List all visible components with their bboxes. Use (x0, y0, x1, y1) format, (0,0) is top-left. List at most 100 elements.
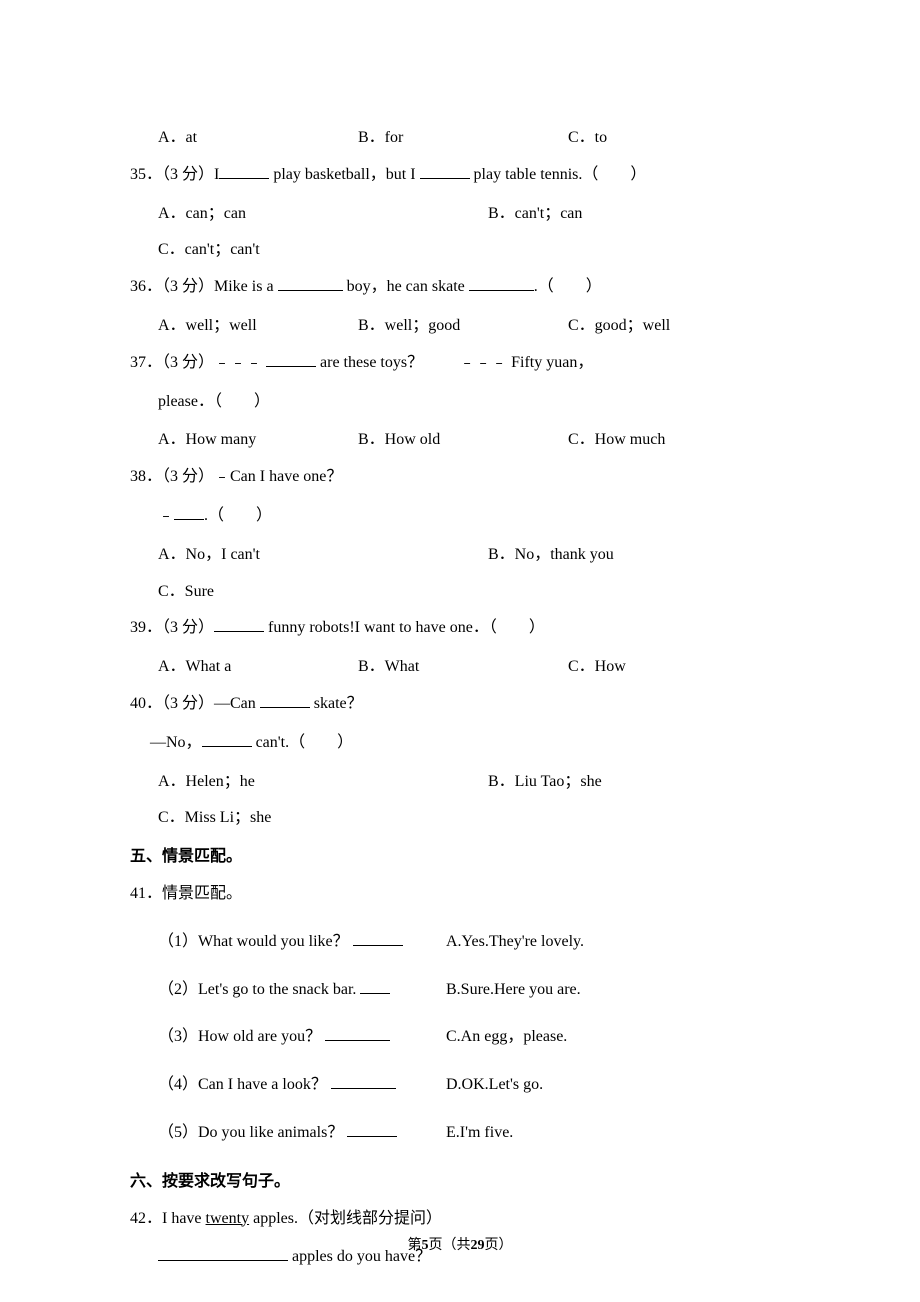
q39-opt-b: B．What (358, 649, 568, 686)
blank (469, 290, 534, 291)
q35-mid1: play basketball，but I (269, 166, 419, 183)
q40-opt-a: A．Helen；he (158, 764, 488, 801)
answer-paren: （ ） (214, 393, 270, 410)
q40-opt-b: B．Liu Tao；she (488, 764, 768, 801)
q40-options-row1: A．Helen；he B．Liu Tao；she (130, 764, 790, 801)
q37-stem-line1: 37．（3 分）﹣﹣﹣ are these toys？ ﹣﹣﹣ Fifty yu… (130, 345, 790, 382)
blank (219, 178, 269, 179)
footer-mid: 页（共 (429, 1238, 471, 1253)
q37-line2: please． (158, 393, 214, 410)
q37-stem-line2: please．（ ） (130, 384, 790, 421)
q41-row-2: （2）Let's go to the snack bar. B.Sure.Her… (130, 972, 790, 1009)
q36-opt-c: C．good；well (568, 308, 768, 345)
q34-opt-a: A．at (158, 120, 358, 157)
q38-line2-pre: ﹣ (158, 507, 174, 524)
q34-options: A．at B．for C．to (130, 120, 790, 157)
section-5-title: 五、情景匹配。 (130, 839, 790, 876)
q38-stem-line2: ﹣.（ ） (130, 498, 790, 535)
q37-options: A．How many B．How old C．How much (130, 422, 790, 459)
q41-r3-left: （3）How old are you？ (158, 1028, 321, 1045)
q38-options-row1: A．No，I can't B．No，thank you (130, 537, 790, 574)
blank (202, 746, 252, 747)
q37-prefix: 37．（3 分）﹣﹣﹣ (130, 354, 266, 371)
q39-options: A．What a B．What C．How (130, 649, 790, 686)
q39-prefix: 39．（3 分） (130, 619, 214, 636)
q36-stem: 36．（3 分）Mike is a boy，he can skate .（ ） (130, 269, 790, 306)
q41-r1-left: （1）What would you like？ (158, 933, 349, 950)
footer-post: 页） (485, 1238, 513, 1253)
q38-opt-b: B．No，thank you (488, 537, 768, 574)
blank (260, 707, 310, 708)
blank (325, 1040, 390, 1041)
q35-stem: 35．（3 分）I play basketball，but I play tab… (130, 157, 790, 194)
blank (347, 1136, 397, 1137)
blank (266, 366, 316, 367)
q35-options-row2: C．can't；can't (130, 232, 790, 269)
q41-r3-right: C.An egg，please. (446, 1019, 567, 1056)
answer-paren: （ ） (538, 278, 602, 295)
q38-opt-c: C．Sure (158, 574, 790, 611)
q38-stem-line1: 38．（3 分）﹣Can I have one？ (130, 459, 790, 496)
page-current: 5 (422, 1238, 429, 1253)
blank (158, 1260, 288, 1261)
blank (331, 1088, 396, 1089)
q42-line1: 42．I have twenty apples.（对划线部分提问） (130, 1201, 790, 1238)
q41-row-4: （4）Can I have a look？ D.OK.Let's go. (130, 1067, 790, 1104)
q41-r4-left: （4）Can I have a look？ (158, 1076, 327, 1093)
q39-opt-a: A．What a (158, 649, 358, 686)
q41-title: 41．情景匹配。 (130, 876, 790, 913)
q36-options: A．well；well B．well；good C．good；well (130, 308, 790, 345)
q34-opt-c: C．to (568, 120, 768, 157)
q40-line2-pre: —No， (150, 734, 202, 751)
blank (420, 178, 470, 179)
answer-paren: （ ） (582, 166, 646, 183)
page-total: 29 (471, 1238, 485, 1253)
q42-pre: 42．I have (130, 1210, 206, 1227)
q35-mid2: play table tennis. (470, 166, 583, 183)
q40-opt-c: C．Miss Li；she (158, 800, 790, 837)
q36-mid1: boy，he can skate (343, 278, 469, 295)
q37-opt-a: A．How many (158, 422, 358, 459)
blank (353, 945, 403, 946)
q41-r2-left: （2）Let's go to the snack bar. (158, 981, 356, 998)
q41-r2-right: B.Sure.Here you are. (446, 972, 581, 1009)
q35-opt-c: C．can't；can't (158, 232, 790, 269)
q37-opt-b: B．How old (358, 422, 568, 459)
q42-post: apples.（对划线部分提问） (249, 1210, 442, 1227)
blank (278, 290, 343, 291)
q41-r5-right: E.I'm five. (446, 1115, 513, 1152)
q41-row-3: （3）How old are you？ C.An egg，please. (130, 1019, 790, 1056)
q40-stem-line2: —No， can't.（ ） (130, 725, 790, 762)
q37-mid: are these toys？ ﹣﹣﹣ Fifty yuan， (316, 354, 593, 371)
footer-pre: 第 (408, 1238, 422, 1253)
q36-prefix: 36．（3 分）Mike is a (130, 278, 278, 295)
q39-opt-c: C．How (568, 649, 768, 686)
blank (214, 631, 264, 632)
q40-line1-pre: 40．（3 分）—Can (130, 695, 260, 712)
blank (360, 993, 390, 994)
q40-stem-line1: 40．（3 分）—Can skate？ (130, 686, 790, 723)
q38-opt-a: A．No，I can't (158, 537, 488, 574)
q34-opt-b: B．for (358, 120, 568, 157)
answer-paren: （ ） (208, 507, 272, 524)
q40-line2-post: can't. (252, 734, 290, 751)
q41-row-5: （5）Do you like animals？ E.I'm five. (130, 1115, 790, 1152)
q36-opt-a: A．well；well (158, 308, 358, 345)
q40-options-row2: C．Miss Li；she (130, 800, 790, 837)
q40-line1-post: skate？ (310, 695, 363, 712)
q37-opt-c: C．How much (568, 422, 768, 459)
answer-paren: （ ） (289, 734, 353, 751)
q36-opt-b: B．well；good (358, 308, 568, 345)
section-6-title: 六、按要求改写句子。 (130, 1164, 790, 1201)
q41-r5-left: （5）Do you like animals？ (158, 1124, 343, 1141)
q41-r4-right: D.OK.Let's go. (446, 1067, 543, 1104)
q39-stem: 39．（3 分） funny robots!I want to have one… (130, 610, 790, 647)
q41-r1-right: A.Yes.They're lovely. (446, 924, 584, 961)
blank (174, 519, 204, 520)
q38-options-row2: C．Sure (130, 574, 790, 611)
q39-mid: funny robots!I want to have one． (264, 619, 489, 636)
document-content: A．at B．for C．to 35．（3 分）I play basketbal… (130, 120, 790, 1276)
q35-options-row1: A．can；can B．can't；can (130, 196, 790, 233)
q35-opt-b: B．can't；can (488, 196, 768, 233)
q35-opt-a: A．can；can (158, 196, 488, 233)
